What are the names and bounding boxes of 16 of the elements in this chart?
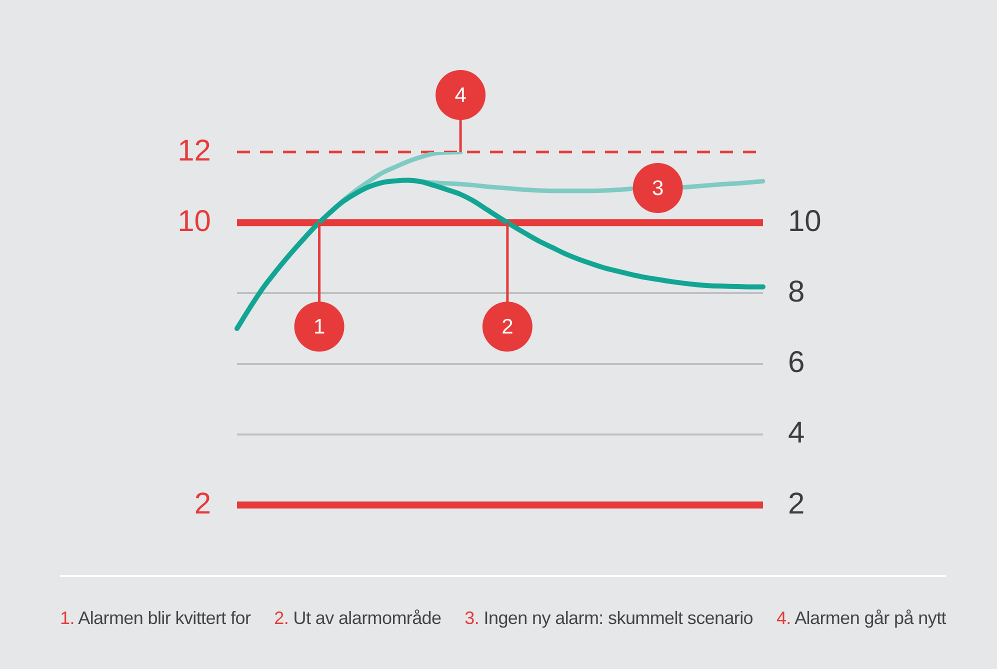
- y-tick-label: 6: [788, 346, 805, 380]
- text: 3. Ingen ny alarm: skummelt scenario: [464, 608, 754, 629]
- annotation: 1: [313, 315, 326, 338]
- y-tick-label: 8: [788, 275, 805, 308]
- text: 4. Alarmen går på nytt: [776, 608, 946, 629]
- ref-line-label: 10: [178, 204, 211, 238]
- y-tick-label: 2: [788, 487, 805, 520]
- annotation: 4: [454, 84, 467, 107]
- annotation: 3: [652, 176, 664, 200]
- text: 1. Alarmen blir kvittert for: [60, 608, 251, 629]
- ref-line-label: 12: [178, 134, 211, 168]
- annotation: 2: [502, 315, 514, 338]
- y-tick-label: 4: [788, 416, 805, 450]
- text: 2. Ut av alarmområde: [274, 608, 442, 629]
- y-tick-label: 10: [788, 204, 822, 238]
- ref-line-label: 2: [194, 487, 211, 520]
